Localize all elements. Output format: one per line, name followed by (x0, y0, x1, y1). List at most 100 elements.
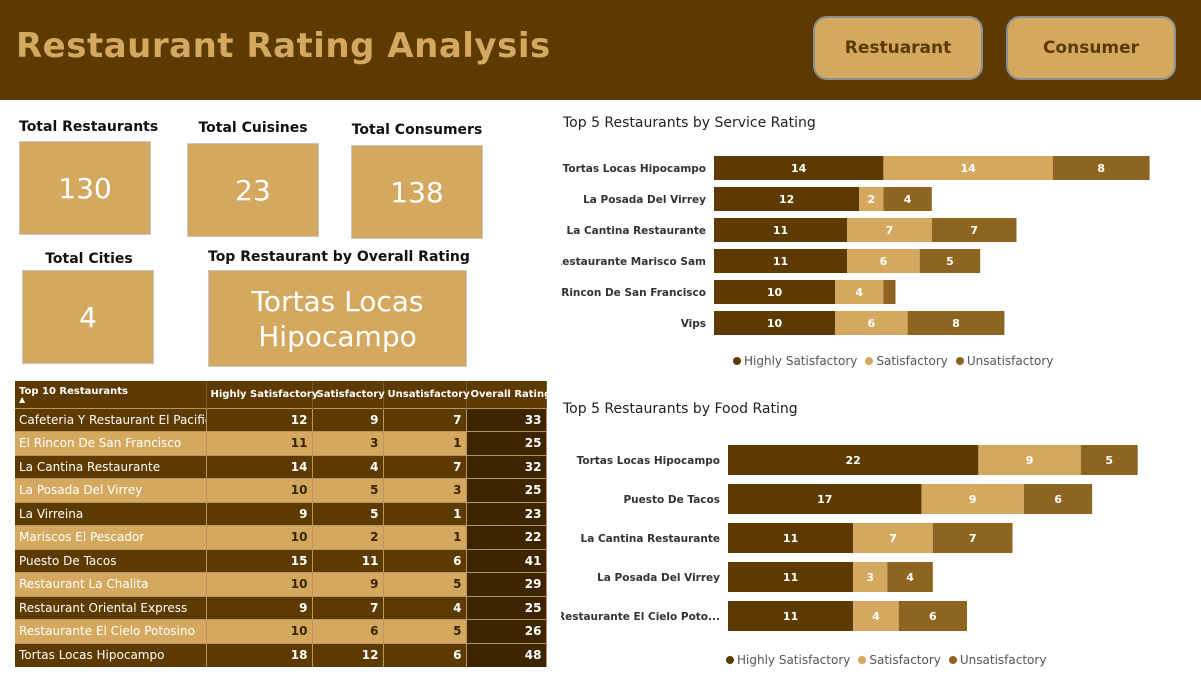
rating-count-cell: 4 (312, 454, 384, 479)
bar-segment[interactable] (887, 562, 933, 592)
bar-segment[interactable] (835, 311, 908, 335)
restaurant-name-cell: Cafeteria Y Restaurant El Pacifico (15, 407, 207, 432)
overall-rating-cell: 25 (466, 595, 547, 620)
total-cuisines-card: 23 (187, 143, 319, 237)
legend-label: Highly Satisfactory (744, 354, 858, 368)
bar-segment[interactable] (853, 601, 899, 631)
table-row[interactable]: Cafeteria Y Restaurant El Pacifico 12 9 7 33 (15, 407, 547, 432)
table-row[interactable]: La Virreina 9 5 1 23 (15, 501, 547, 526)
total-restaurants-label: Total Restaurants (19, 119, 159, 135)
rating-count-cell: 18 (206, 642, 313, 667)
bar-segment[interactable] (898, 601, 967, 631)
bar-segment[interactable] (883, 156, 1053, 180)
table-row[interactable]: Tortas Locas Hipocampo 18 12 6 48 (15, 642, 547, 667)
table-row[interactable]: La Posada Del Virrey 10 5 3 25 (15, 478, 547, 502)
legend-item[interactable]: Highly Satisfactory (726, 653, 850, 667)
bar-segment[interactable] (1080, 445, 1138, 475)
column-header-restaurant[interactable]: Top 10 Restaurants ▲ (15, 381, 207, 408)
bar-segment[interactable] (728, 523, 854, 553)
data-label: 6 (867, 317, 875, 330)
bar-segment[interactable] (921, 484, 1024, 514)
total-restaurants-value: 130 (58, 171, 112, 205)
rating-count-cell: 2 (312, 525, 384, 549)
overall-rating-cell: 41 (466, 548, 547, 573)
restaurant-button[interactable]: Restuarant (813, 16, 983, 80)
bar-segment[interactable] (714, 218, 848, 242)
bar-segment[interactable] (728, 445, 979, 475)
category-label: El Rincon De San Francisco (561, 287, 706, 299)
column-header-unsatisfactory[interactable]: Unsatisfactory (383, 381, 470, 408)
bar-segment[interactable] (919, 249, 981, 273)
consumer-button[interactable]: Consumer (1006, 16, 1176, 80)
legend-dot-icon (726, 656, 734, 664)
legend-dot-icon (733, 357, 741, 365)
column-header-satisfactory[interactable]: Satisfactory (312, 381, 385, 408)
data-label: 2 (867, 193, 875, 206)
rating-count-cell: 10 (206, 619, 313, 643)
restaurant-name-cell: Mariscos El Pescador (15, 525, 207, 549)
service-chart-legend: Highly Satisfactory Satisfactory Unsatisfa… (733, 354, 1053, 368)
bar-segment[interactable] (728, 601, 854, 631)
category-label: La Posada Del Virrey (597, 572, 720, 584)
rating-count-cell: 9 (206, 595, 313, 620)
bar-segment[interactable] (835, 280, 884, 304)
overall-rating-cell: 26 (466, 619, 547, 643)
legend-item[interactable]: Unsatisfactory (955, 354, 1054, 368)
column-header-highly-satisfactory[interactable]: Highly Satisfactory (206, 381, 318, 408)
rating-count-cell: 1 (383, 501, 467, 526)
bar-segment[interactable] (859, 187, 884, 211)
bar-segment[interactable] (728, 484, 922, 514)
rating-count-cell: 6 (383, 642, 467, 667)
overall-rating-cell: 25 (466, 431, 547, 455)
legend-label: Unsatisfactory (966, 354, 1054, 368)
bar-segment[interactable] (1023, 484, 1093, 514)
bar-segment[interactable] (714, 311, 835, 335)
bar-segment[interactable] (714, 280, 835, 304)
bar-segment[interactable] (883, 187, 932, 211)
bar-segment[interactable] (883, 280, 896, 304)
page-title: Restaurant Rating Analysis (16, 26, 551, 66)
column-header-overall-rating[interactable]: Overall Rating (466, 381, 551, 408)
bar-segment[interactable] (714, 187, 860, 211)
legend-label: Highly Satisfactory (737, 653, 851, 667)
bar-segment[interactable] (853, 523, 933, 553)
data-label: 8 (1097, 162, 1105, 175)
legend-item[interactable]: Satisfactory (865, 354, 948, 368)
data-label: 11 (783, 610, 798, 623)
bar-segment[interactable] (1052, 156, 1150, 180)
rating-count-cell: 7 (383, 407, 467, 432)
total-cuisines-value: 23 (235, 173, 271, 207)
bar-segment[interactable] (847, 249, 920, 273)
table-row[interactable]: Restaurant Oriental Express 9 7 4 25 (15, 595, 547, 620)
overall-rating-cell: 25 (466, 478, 547, 502)
table-row[interactable]: Restaurante El Cielo Potosino 10 6 5 26 (15, 619, 547, 643)
top-10-restaurants-table: Top 10 Restaurants ▲ Highly Satisfactory … (15, 381, 551, 667)
category-label: La Posada Del Virrey (583, 194, 706, 206)
data-label: 7 (969, 532, 977, 545)
data-label: 4 (872, 610, 880, 623)
bar-segment[interactable] (978, 445, 1081, 475)
bar-segment[interactable] (847, 218, 932, 242)
bar-segment[interactable] (714, 156, 884, 180)
rating-count-cell: 5 (383, 572, 467, 596)
rating-count-cell: 15 (206, 548, 313, 573)
bar-segment[interactable] (853, 562, 888, 592)
food-chart-legend: Highly Satisfactory Satisfactory Unsatisfa… (726, 653, 1046, 667)
table-row[interactable]: Mariscos El Pescador 10 2 1 22 (15, 525, 547, 549)
table-row[interactable]: Restaurant La Chalita 10 9 5 29 (15, 572, 547, 596)
legend-item[interactable]: Satisfactory (858, 653, 941, 667)
data-label: 11 (773, 224, 788, 237)
legend-label: Satisfactory (876, 354, 948, 368)
bar-segment[interactable] (714, 249, 848, 273)
bar-segment[interactable] (907, 311, 1005, 335)
data-label: 5 (946, 255, 954, 268)
table-row[interactable]: La Cantina Restaurante 14 4 7 32 (15, 454, 547, 479)
bar-segment[interactable] (728, 562, 854, 592)
bar-segment[interactable] (931, 218, 1017, 242)
sort-ascending-icon[interactable]: ▲ (19, 394, 26, 404)
table-row[interactable]: El Rincon De San Francisco 11 3 1 25 (15, 431, 547, 455)
bar-segment[interactable] (932, 523, 1013, 553)
legend-item[interactable]: Highly Satisfactory (733, 354, 857, 368)
table-row[interactable]: Puesto De Tacos 15 11 6 41 (15, 548, 547, 573)
legend-item[interactable]: Unsatisfactory (948, 653, 1046, 667)
